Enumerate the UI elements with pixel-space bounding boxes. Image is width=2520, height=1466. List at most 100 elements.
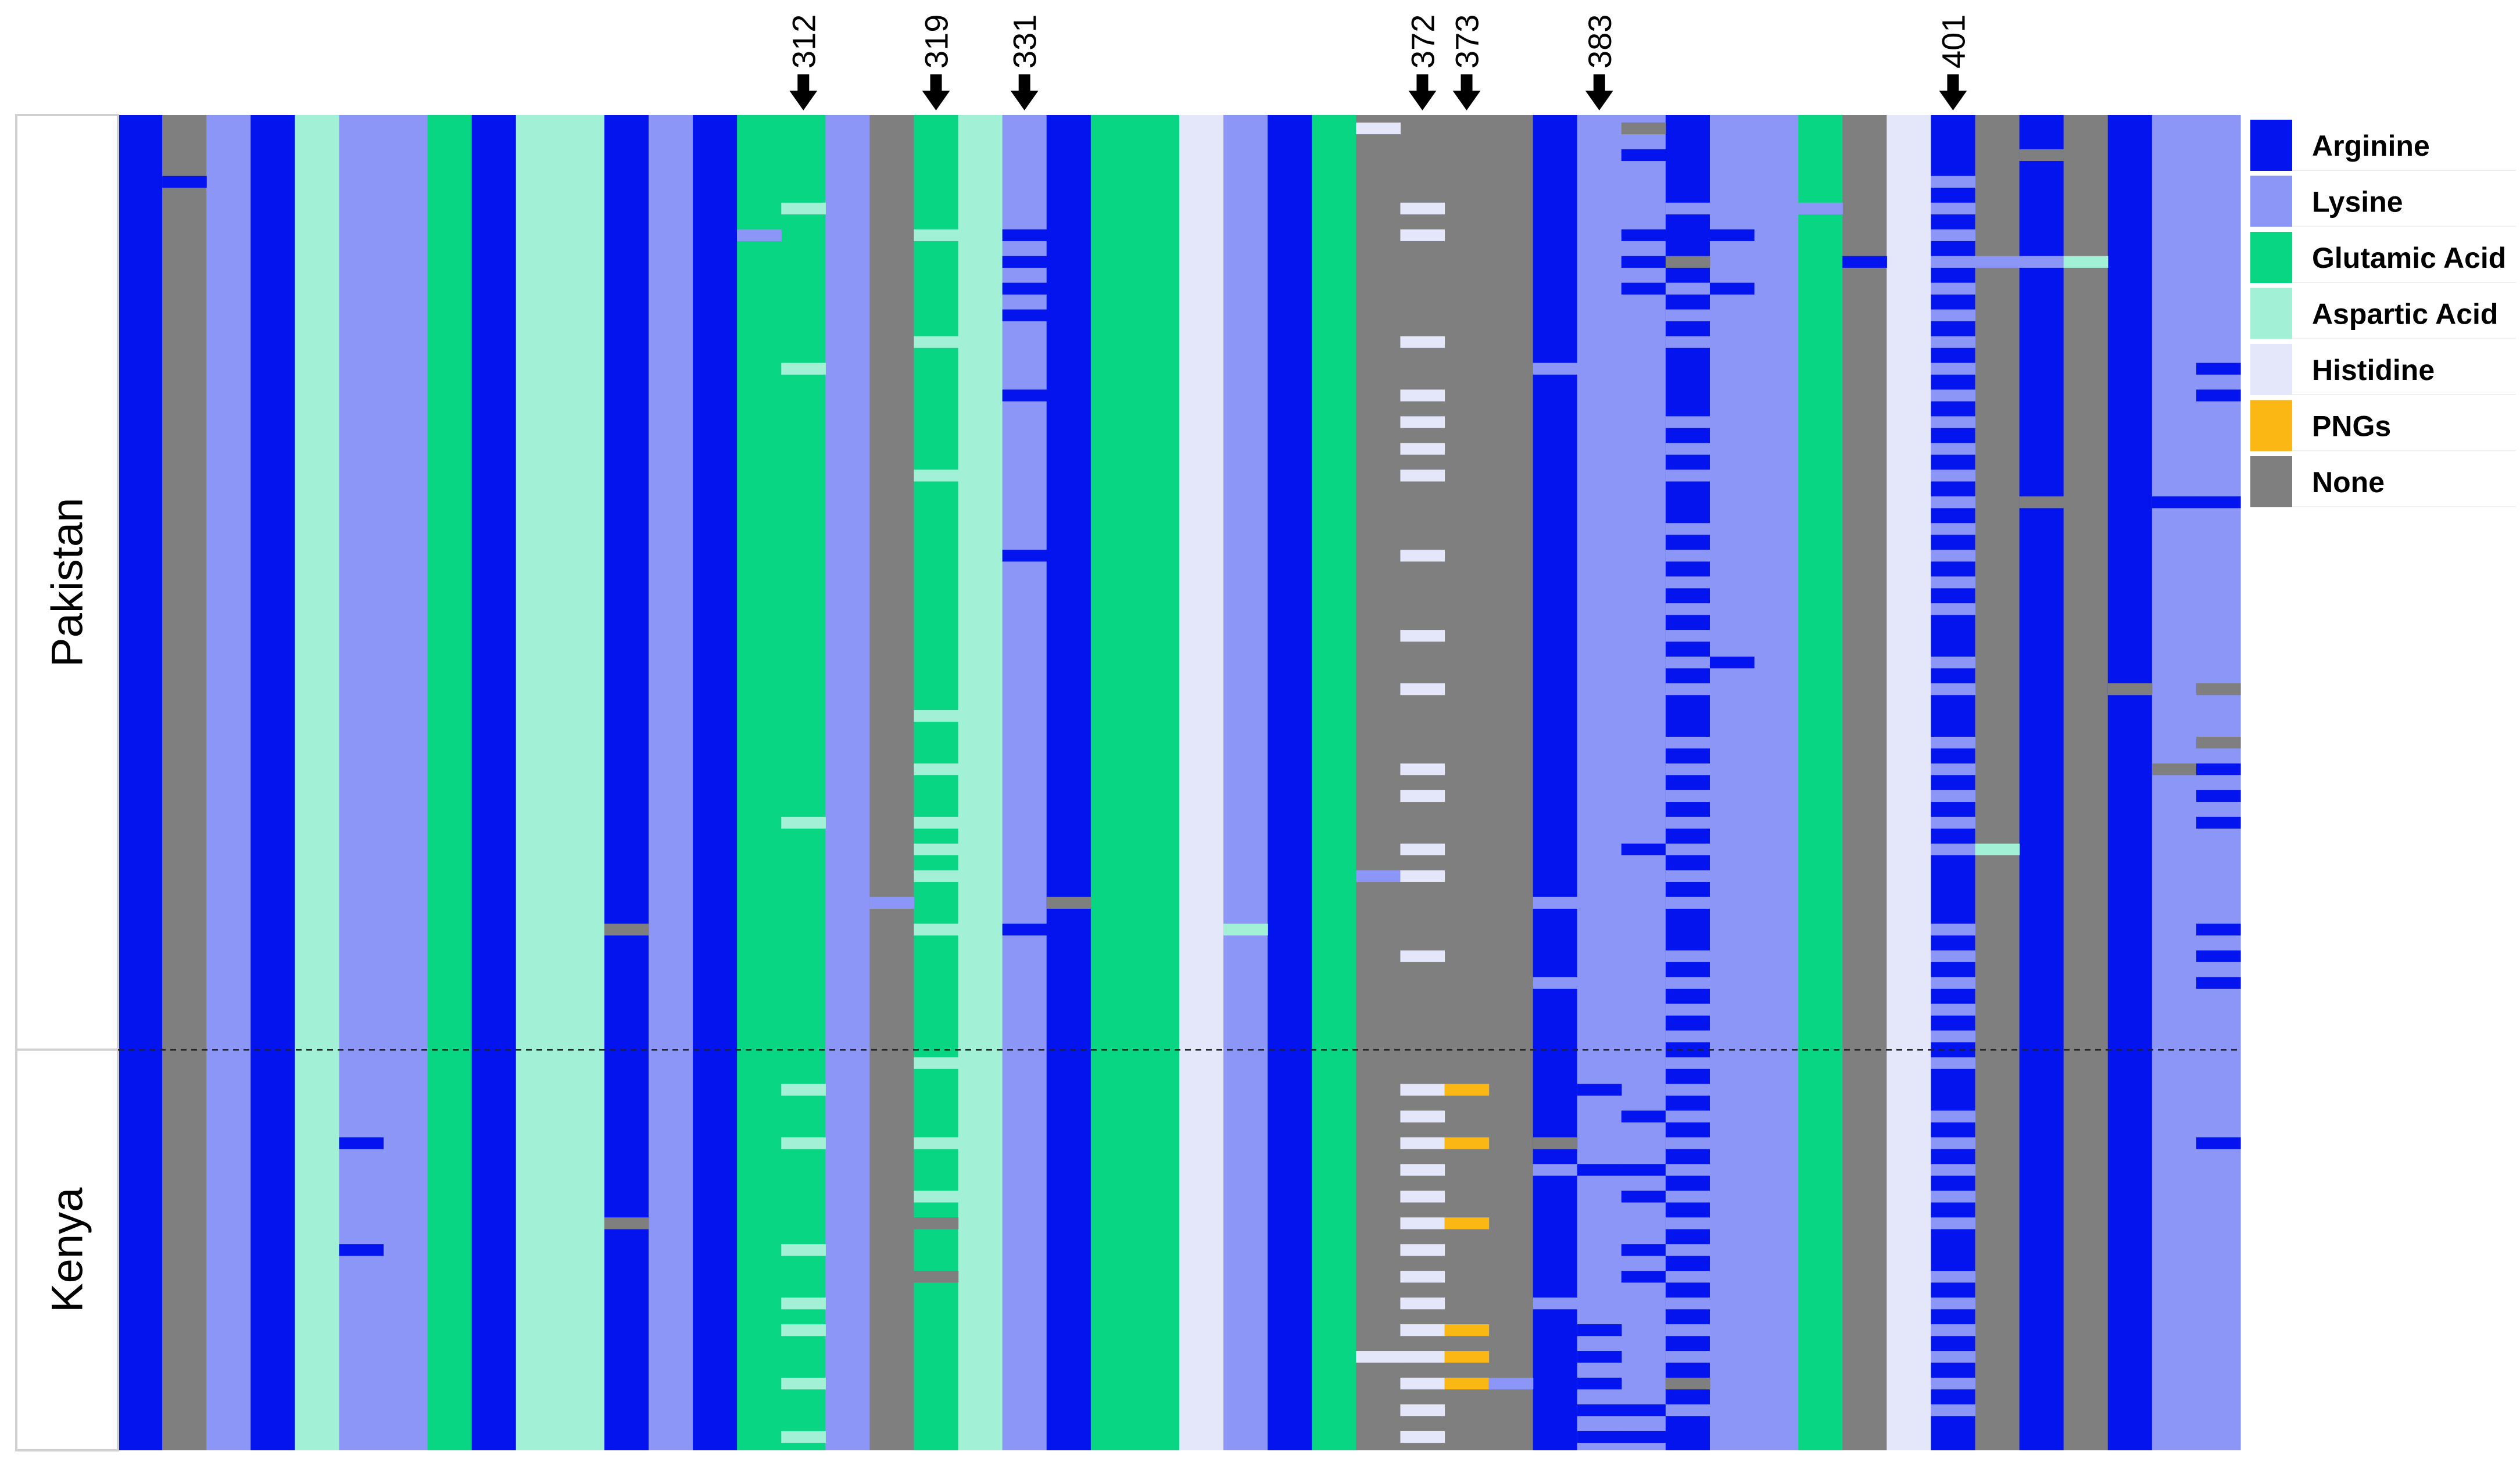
column-stripe xyxy=(869,115,915,1450)
legend-row-divider xyxy=(2292,170,2516,171)
heatmap-cell xyxy=(1931,1324,1976,1336)
heatmap-cell xyxy=(1931,843,1976,856)
group-label-pakistan: Pakistan xyxy=(43,498,92,668)
heatmap-cell xyxy=(1665,1164,1710,1176)
heatmap-cell xyxy=(1577,1324,1622,1336)
column-stripe xyxy=(604,115,649,1450)
heatmap-cell xyxy=(1400,1297,1445,1310)
column-stripe xyxy=(1179,115,1224,1450)
legend-label: Glutamic Acid xyxy=(2312,242,2506,274)
heatmap-cell xyxy=(1400,1404,1445,1417)
heatmap-cell xyxy=(781,816,826,829)
column-stripe xyxy=(2107,115,2153,1450)
column-stripe xyxy=(516,115,561,1450)
heatmap-cell xyxy=(1665,683,1710,696)
heatmap-cell xyxy=(1931,363,1976,375)
heatmap-cell xyxy=(1665,763,1710,776)
heatmap-cell xyxy=(1400,336,1445,348)
heatmap-cell xyxy=(914,709,959,722)
heatmap-cell xyxy=(1931,1110,1976,1123)
heatmap-cell xyxy=(1665,1404,1710,1417)
heatmap-cell xyxy=(1931,523,1976,535)
heatmap-cell xyxy=(1931,1351,1976,1363)
heatmap-cell xyxy=(1931,603,1976,615)
heatmap-cell xyxy=(1400,1271,1445,1283)
heatmap-cell xyxy=(2196,1137,2241,1149)
heatmap-cell xyxy=(1798,202,1843,214)
column-stripe xyxy=(1887,115,1932,1450)
heatmap-cell xyxy=(1577,1377,1622,1390)
heatmap-cell xyxy=(2152,763,2197,776)
heatmap-cell xyxy=(1621,843,1666,856)
column-stripe xyxy=(1975,115,2020,1450)
column-stripe xyxy=(295,115,340,1450)
heatmap-cell xyxy=(1002,309,1047,321)
heatmap-cell xyxy=(1665,870,1710,882)
heatmap-cell xyxy=(1665,1191,1710,1203)
heatmap-cell xyxy=(781,1244,826,1256)
group-frame xyxy=(15,1048,119,1451)
heatmap-cell xyxy=(1621,1404,1666,1417)
heatmap-cell xyxy=(1665,309,1710,321)
heatmap-cell xyxy=(1975,256,2020,268)
column-stripe xyxy=(1223,115,1268,1450)
heatmap-cell xyxy=(1400,763,1445,776)
legend-row-divider xyxy=(2292,225,2516,227)
heatmap-cell xyxy=(1577,1084,1622,1096)
heatmap-cell xyxy=(1665,336,1710,348)
heatmap-cell xyxy=(1400,1377,1445,1390)
heatmap-cell xyxy=(1577,1351,1622,1363)
legend-row-divider xyxy=(2292,450,2516,451)
legend-swatch xyxy=(2250,232,2292,283)
heatmap-cell xyxy=(1046,897,1091,909)
heatmap-cell xyxy=(1533,1164,1578,1176)
legend-row-divider xyxy=(2292,394,2516,395)
heatmap-cell xyxy=(1931,389,1976,402)
column-stripe xyxy=(737,115,782,1450)
heatmap-cell xyxy=(1710,657,1755,669)
heatmap-cell xyxy=(1223,923,1268,935)
position-label-319: 319 xyxy=(918,15,955,69)
heatmap-cell xyxy=(1444,1351,1490,1363)
heatmap-cell xyxy=(1400,550,1445,562)
column-stripe xyxy=(1710,115,1755,1450)
heatmap-cell xyxy=(914,1137,959,1149)
heatmap-cell xyxy=(2196,950,2241,962)
heatmap-cell xyxy=(1931,1137,1976,1149)
heatmap-cell xyxy=(1665,977,1710,989)
heatmap-cell xyxy=(1665,576,1710,589)
heatmap-cell xyxy=(1356,122,1401,135)
heatmap-cell xyxy=(914,229,959,241)
heatmap-cell xyxy=(1400,1137,1445,1149)
column-stripe xyxy=(1134,115,1180,1450)
heatmap-cell xyxy=(1400,1244,1445,1256)
heatmap-cell xyxy=(1621,229,1666,241)
heatmap-cell xyxy=(1621,1271,1666,1283)
heatmap-cell xyxy=(1400,630,1445,642)
column-stripe xyxy=(1444,115,1490,1450)
column-stripe xyxy=(1798,115,1843,1450)
heatmap-cell xyxy=(1665,1324,1710,1336)
heatmap-cell xyxy=(1931,1404,1976,1417)
heatmap-cell xyxy=(1621,256,1666,268)
heatmap-cell xyxy=(737,229,782,241)
heatmap-cell xyxy=(1621,1110,1666,1123)
heatmap-cell xyxy=(1931,496,1976,508)
heatmap-cell xyxy=(1931,736,1976,749)
column-stripe xyxy=(781,115,826,1450)
column-stripe xyxy=(914,115,959,1450)
legend-row-divider xyxy=(2292,282,2516,283)
heatmap-cell xyxy=(1931,683,1976,696)
heatmap-cell xyxy=(1665,657,1710,669)
heatmap-cell xyxy=(1710,229,1755,241)
position-label-331: 331 xyxy=(1007,15,1043,69)
heatmap-cell xyxy=(2196,389,2241,402)
heatmap-cell xyxy=(1665,1110,1710,1123)
heatmap-cell xyxy=(1665,1377,1710,1390)
column-stripe xyxy=(958,115,1003,1450)
legend-swatch xyxy=(2250,400,2292,451)
position-arrow-373 xyxy=(1452,74,1481,110)
heatmap-cell xyxy=(1931,1030,1976,1042)
heatmap-cell xyxy=(1665,256,1710,268)
column-stripe xyxy=(1621,115,1666,1450)
